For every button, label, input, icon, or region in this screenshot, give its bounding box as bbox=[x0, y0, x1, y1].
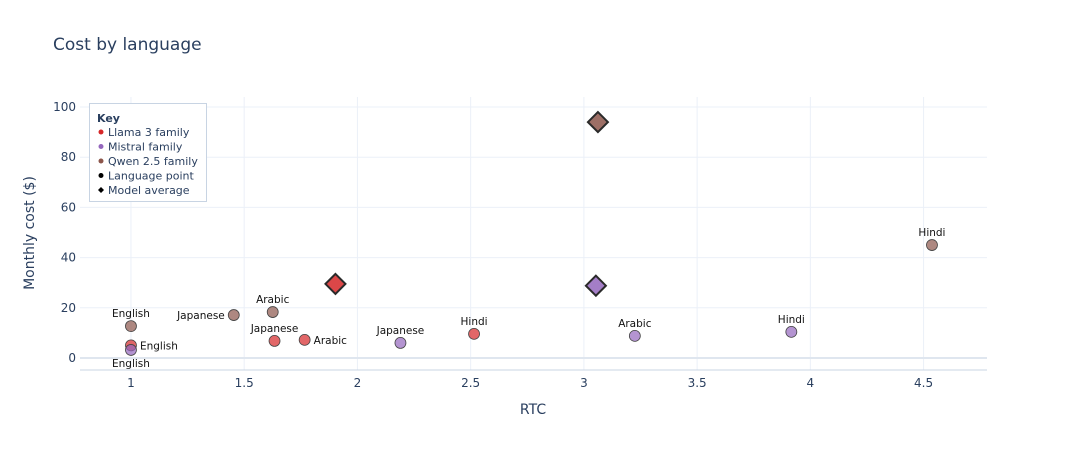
data-point bbox=[468, 327, 480, 340]
y-tick-label: 80 bbox=[61, 150, 76, 164]
data-point bbox=[266, 306, 279, 318]
data-point-label: English bbox=[112, 358, 150, 370]
legend-box bbox=[89, 103, 207, 202]
x-tick-label: 3.5 bbox=[688, 376, 707, 390]
data-point-label: Japanese bbox=[250, 323, 299, 335]
data-point bbox=[785, 325, 798, 338]
x-axis-label: RTC bbox=[520, 402, 546, 418]
data-point-label: English bbox=[140, 340, 178, 352]
data-point bbox=[394, 337, 407, 349]
y-tick-label: 60 bbox=[61, 200, 76, 214]
data-point-label: Japanese bbox=[176, 310, 225, 322]
x-tick-label: 3 bbox=[580, 376, 588, 390]
y-tick-label: 40 bbox=[61, 251, 76, 265]
data-point bbox=[268, 334, 281, 347]
y-tick-label: 20 bbox=[61, 301, 76, 315]
data-point-label: Hindi bbox=[461, 316, 488, 328]
legend-dot-icon bbox=[98, 173, 104, 178]
legend-entry-label[interactable]: Mistral family bbox=[108, 141, 183, 154]
model-average-diamond bbox=[586, 110, 610, 134]
data-point bbox=[628, 329, 641, 342]
data-point-label: Hindi bbox=[778, 314, 805, 326]
legend-diamond-icon bbox=[98, 187, 104, 193]
legend-entry-label[interactable]: Llama 3 family bbox=[108, 126, 190, 139]
legend-entry-label[interactable]: Language point bbox=[108, 170, 195, 183]
data-point bbox=[227, 309, 240, 321]
x-tick-label: 4 bbox=[807, 376, 815, 390]
data-point-label: Japanese bbox=[376, 325, 425, 337]
data-point-label: Hindi bbox=[918, 227, 945, 239]
x-tick-label: 2 bbox=[354, 376, 362, 390]
x-tick-label: 4.5 bbox=[914, 376, 933, 390]
y-tick-label: 0 bbox=[68, 351, 76, 365]
data-point bbox=[926, 239, 938, 251]
y-tick-label: 100 bbox=[53, 100, 76, 114]
data-point-label: Arabic bbox=[618, 318, 652, 330]
x-tick-label: 1 bbox=[127, 376, 135, 390]
data-point bbox=[125, 344, 137, 356]
legend-entry-label[interactable]: Model average bbox=[108, 184, 190, 197]
data-point bbox=[298, 333, 311, 346]
model-average-diamond bbox=[584, 274, 608, 298]
y-axis-label: Monthly cost ($) bbox=[22, 176, 38, 290]
x-tick-label: 1.5 bbox=[235, 376, 254, 390]
legend-entry-label[interactable]: Qwen 2.5 family bbox=[108, 155, 198, 168]
legend-dot-icon bbox=[98, 158, 104, 164]
tick-labels: 1 1.5 2 2.5 3 3.5 4 4.5 0 20 40 60 80 100 bbox=[53, 100, 933, 390]
x-tick-label: 2.5 bbox=[461, 376, 480, 390]
gridlines bbox=[80, 97, 987, 371]
data-point-label: English bbox=[112, 308, 150, 320]
legend-dot-icon bbox=[98, 129, 104, 135]
legend-title: Key bbox=[97, 112, 120, 125]
data-point-label: Arabic bbox=[314, 335, 348, 347]
chart-title: Cost by language bbox=[53, 35, 202, 55]
model-average-diamond bbox=[324, 272, 347, 296]
legend-dot-icon bbox=[98, 144, 104, 149]
data-point bbox=[125, 320, 137, 332]
data-marks: English Japanese Arabic Hindi English Japanes… bbox=[112, 110, 945, 370]
data-point-label: Arabic bbox=[256, 294, 290, 306]
